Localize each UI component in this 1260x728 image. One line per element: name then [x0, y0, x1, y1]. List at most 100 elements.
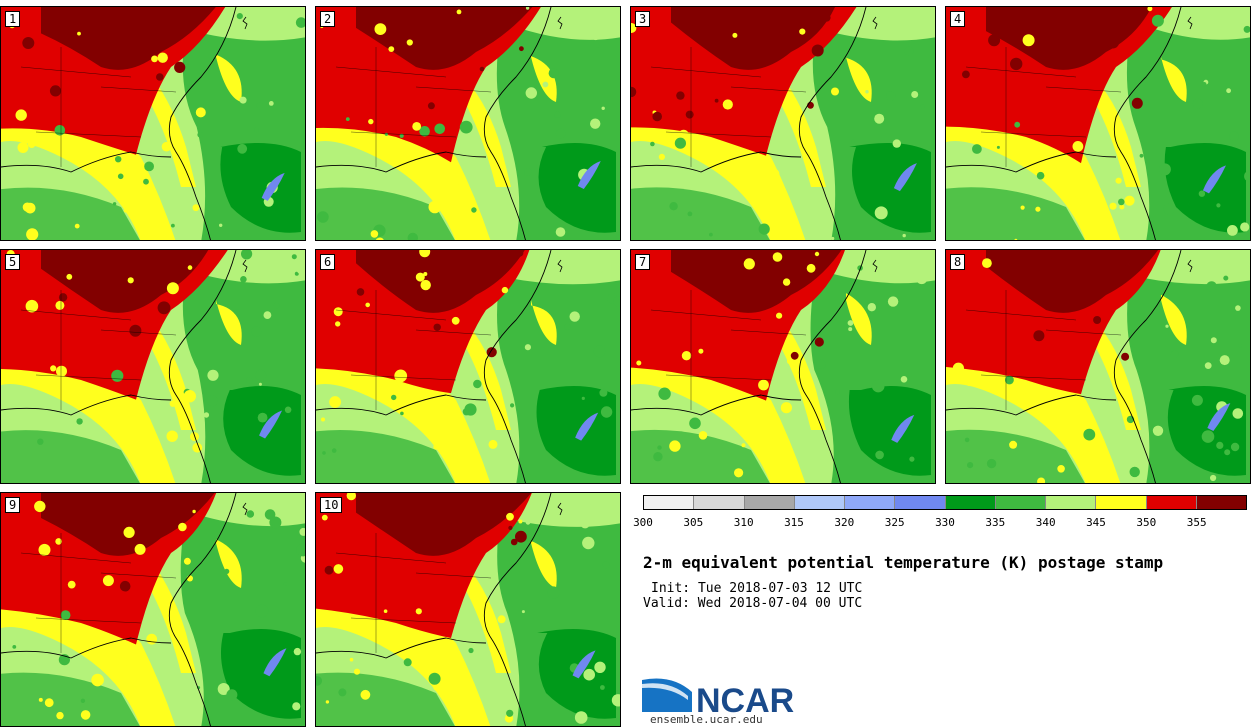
state-borders [20, 47, 177, 167]
member-panel-8: 8 [945, 249, 1251, 484]
low-theta-blob [1207, 403, 1231, 432]
member-panel-5: 5 [0, 249, 306, 484]
low-theta-blob [577, 160, 601, 189]
coastline [168, 493, 237, 726]
valid-time: Valid: Wed 2018-07-04 00 UTC [643, 596, 863, 611]
logo-url: ensemble.ucar.edu [650, 713, 763, 726]
colorbar-segment [895, 496, 946, 509]
member-label: 3 [635, 11, 651, 27]
colorbar-segment [1146, 496, 1197, 509]
colorbar-tick-label: 345 [1086, 516, 1106, 529]
low-theta-blob [263, 648, 287, 677]
colorbar-tick-label: 340 [1035, 516, 1056, 529]
state-borders [650, 47, 807, 167]
member-label: 2 [320, 11, 336, 27]
coastline [483, 7, 552, 240]
state-borders [335, 290, 492, 410]
colorbar-segment [995, 496, 1046, 509]
gulf-coastline [316, 151, 487, 173]
member-label: 8 [950, 254, 966, 270]
member-panel-7: 7 [630, 249, 936, 484]
member-panel-3: 3 [630, 6, 936, 241]
colorbar-segment [1196, 496, 1246, 509]
member-label: 6 [320, 254, 336, 270]
colorbar-tick-label: 325 [884, 516, 905, 529]
colorbar-segment [644, 496, 695, 509]
member-label: 1 [5, 11, 21, 27]
state-borders [965, 290, 1122, 410]
member-panel-6: 6 [315, 249, 621, 484]
gulf-coastline [316, 637, 487, 659]
coastline [1113, 7, 1182, 240]
member-label: 7 [635, 254, 651, 270]
state-borders [335, 533, 492, 653]
colorbar [643, 495, 1247, 510]
gulf-coastline [1, 151, 172, 173]
coastline [168, 7, 237, 240]
low-theta-blob [572, 650, 596, 679]
low-theta-blob [893, 163, 917, 192]
colorbar-segment [744, 496, 795, 509]
member-label: 10 [320, 497, 343, 513]
member-panel-10: 10 [315, 492, 621, 727]
colorbar-tick-label: 300 [633, 516, 653, 529]
logo-wordmark: NCAR [696, 682, 794, 720]
colorbar-tick-label: 335 [985, 516, 1006, 529]
gulf-coastline [1, 394, 172, 416]
colorbar-tick-label: 310 [733, 516, 754, 529]
gulf-coastline [316, 394, 487, 416]
colorbar-segment [794, 496, 845, 509]
colorbar-segment [945, 496, 996, 509]
gulf-coastline [631, 151, 802, 173]
colorbar-tick-label: 320 [834, 516, 855, 529]
member-panel-1: 1 [0, 6, 306, 241]
member-map-10 [316, 493, 620, 726]
colorbar-tick-label: 330 [935, 516, 955, 529]
colorbar-tick-label: 305 [683, 516, 704, 529]
state-borders [965, 47, 1122, 167]
colorbar-tick-label: 355 [1186, 516, 1207, 529]
coastline [798, 7, 867, 240]
member-map-5 [1, 250, 305, 483]
state-borders [335, 47, 492, 167]
member-map-3 [631, 7, 935, 240]
member-panel-2: 2 [315, 6, 621, 241]
coastline [798, 250, 867, 483]
member-panel-4: 4 [945, 6, 1251, 241]
member-label: 9 [5, 497, 21, 513]
ncar-logo: NCAR [642, 672, 802, 722]
colorbar-tick-label: 350 [1136, 516, 1157, 529]
gulf-coastline [1, 637, 172, 659]
member-map-9 [1, 493, 305, 726]
member-map-7 [631, 250, 935, 483]
member-map-4 [946, 7, 1250, 240]
coastline [1113, 250, 1182, 483]
low-theta-blob [891, 414, 915, 443]
member-label: 5 [5, 254, 21, 270]
member-map-1 [1, 7, 305, 240]
chart-title: 2-m equivalent potential temperature (K)… [643, 553, 1164, 572]
gulf-coastline [946, 394, 1117, 416]
member-map-6 [316, 250, 620, 483]
low-theta-blob [1202, 165, 1226, 194]
coastline [168, 250, 237, 483]
coastline [483, 250, 552, 483]
colorbar-segment [694, 496, 745, 509]
gulf-coastline [631, 394, 802, 416]
member-label: 4 [950, 11, 966, 27]
state-borders [20, 290, 177, 410]
low-theta-blob [259, 410, 283, 439]
low-theta-blob [575, 412, 599, 441]
gulf-coastline [946, 151, 1117, 173]
member-map-2 [316, 7, 620, 240]
init-time: Init: Tue 2018-07-03 12 UTC [651, 581, 863, 596]
colorbar-segment [1096, 496, 1147, 509]
coastline [483, 493, 552, 726]
member-panel-9: 9 [0, 492, 306, 727]
state-borders [20, 533, 177, 653]
state-borders [650, 290, 807, 410]
colorbar-tick-label: 315 [784, 516, 804, 529]
colorbar-segment [1046, 496, 1097, 509]
low-theta-blob [261, 172, 285, 201]
member-map-8 [946, 250, 1250, 483]
